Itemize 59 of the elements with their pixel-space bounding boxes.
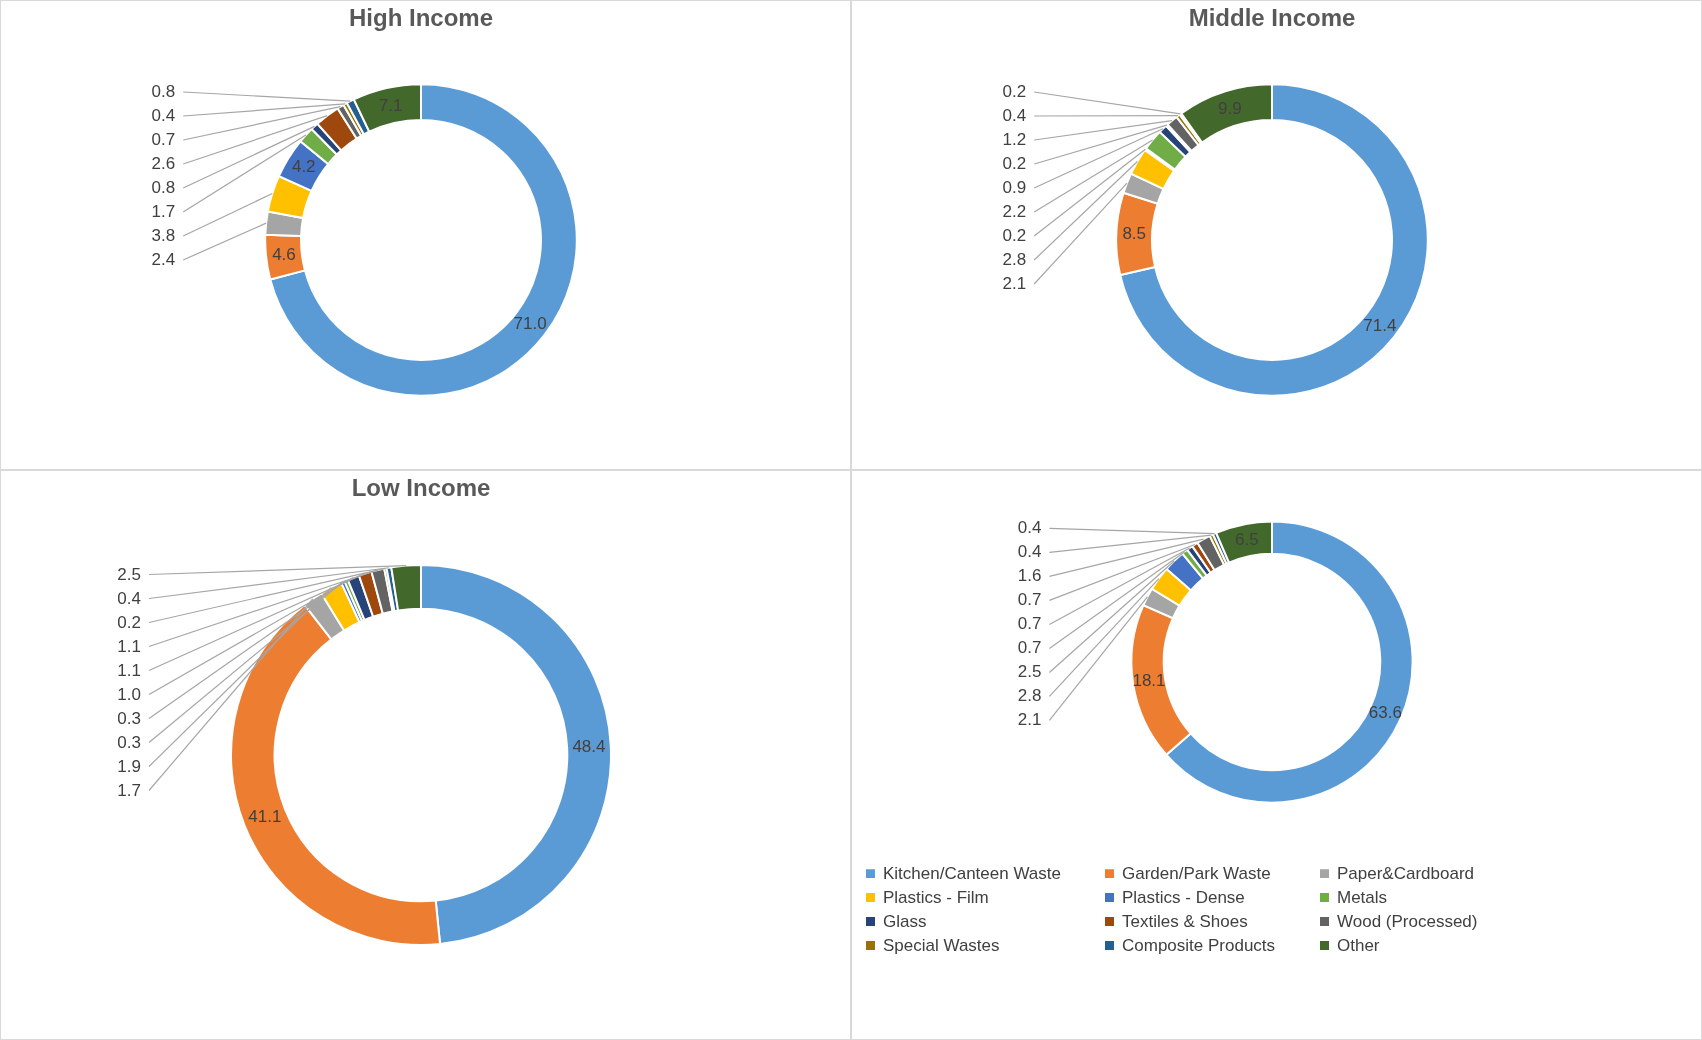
- data-label: 71.4: [1363, 315, 1397, 335]
- data-label: 0.2: [117, 612, 141, 632]
- legend-label: Garden/Park Waste: [1122, 863, 1271, 883]
- data-label: 2.5: [1017, 662, 1042, 682]
- chart-title: Middle Income: [1188, 4, 1356, 31]
- data-label: 0.4: [1017, 542, 1042, 562]
- legend-label: Paper&Cardboard: [1337, 863, 1475, 883]
- data-label: 2.8: [1002, 249, 1027, 269]
- legend-label: Plastics - Dense: [1122, 887, 1245, 907]
- data-label: 2.4: [151, 249, 176, 269]
- data-label: 0.7: [1017, 638, 1042, 658]
- data-label: 4.2: [291, 157, 316, 177]
- data-label: 4.6: [272, 245, 296, 265]
- legend-label: Textiles & Shoes: [1122, 911, 1248, 931]
- data-label: 0.3: [117, 708, 141, 728]
- data-label: 8.5: [1122, 224, 1147, 244]
- chart-title: High Income: [348, 4, 494, 31]
- data-label: 0.7: [1017, 590, 1042, 610]
- legend-label: Plastics - Film: [883, 887, 989, 907]
- data-label: 1.2: [1002, 129, 1027, 149]
- data-label: 0.2: [1002, 225, 1027, 245]
- data-label: 0.3: [117, 732, 141, 752]
- data-label: 0.2: [1002, 153, 1027, 173]
- legend-label: Special Wastes: [883, 935, 1000, 955]
- data-label: 0.4: [1002, 105, 1027, 125]
- data-label: 0.7: [1017, 614, 1042, 634]
- data-label: 41.1: [248, 807, 282, 827]
- legend-label: Composite Products: [1122, 935, 1276, 955]
- data-label: 0.9: [1002, 177, 1027, 197]
- data-label: 48.4: [572, 736, 606, 756]
- data-label: 0.8: [151, 177, 176, 197]
- data-label: 1.1: [117, 660, 141, 680]
- chart-title: Low Income: [351, 474, 491, 501]
- data-label: 1.0: [117, 684, 141, 704]
- data-label: 0.7: [151, 129, 176, 149]
- legend-label: Glass: [883, 911, 927, 931]
- data-label: 63.6: [1368, 703, 1402, 723]
- data-label: 2.5: [117, 564, 141, 584]
- legend-label: Wood (Processed): [1337, 911, 1478, 931]
- data-label: 2.1: [1017, 710, 1042, 730]
- legend-label: Kitchen/Canteen Waste: [883, 863, 1061, 883]
- data-label: 1.7: [151, 201, 176, 221]
- data-label: 71.0: [513, 314, 547, 334]
- data-label: 0.8: [151, 81, 176, 101]
- legend-label: Other: [1337, 935, 1380, 955]
- data-label: 0.4: [117, 588, 141, 608]
- data-label: 2.8: [1017, 686, 1042, 706]
- data-label: 2.6: [151, 153, 176, 173]
- data-label: 2.1: [1002, 273, 1027, 293]
- data-label: 0.4: [1017, 518, 1042, 538]
- legend-label: Metals: [1337, 887, 1388, 907]
- data-label: 1.7: [117, 780, 141, 800]
- data-label: 0.2: [1002, 81, 1027, 101]
- data-label: 0.4: [151, 105, 176, 125]
- data-label: 1.1: [117, 636, 141, 656]
- data-label: 3.8: [151, 225, 176, 245]
- data-label: 1.6: [1017, 566, 1042, 586]
- data-label: 2.2: [1002, 201, 1027, 221]
- data-label: 1.9: [117, 756, 141, 776]
